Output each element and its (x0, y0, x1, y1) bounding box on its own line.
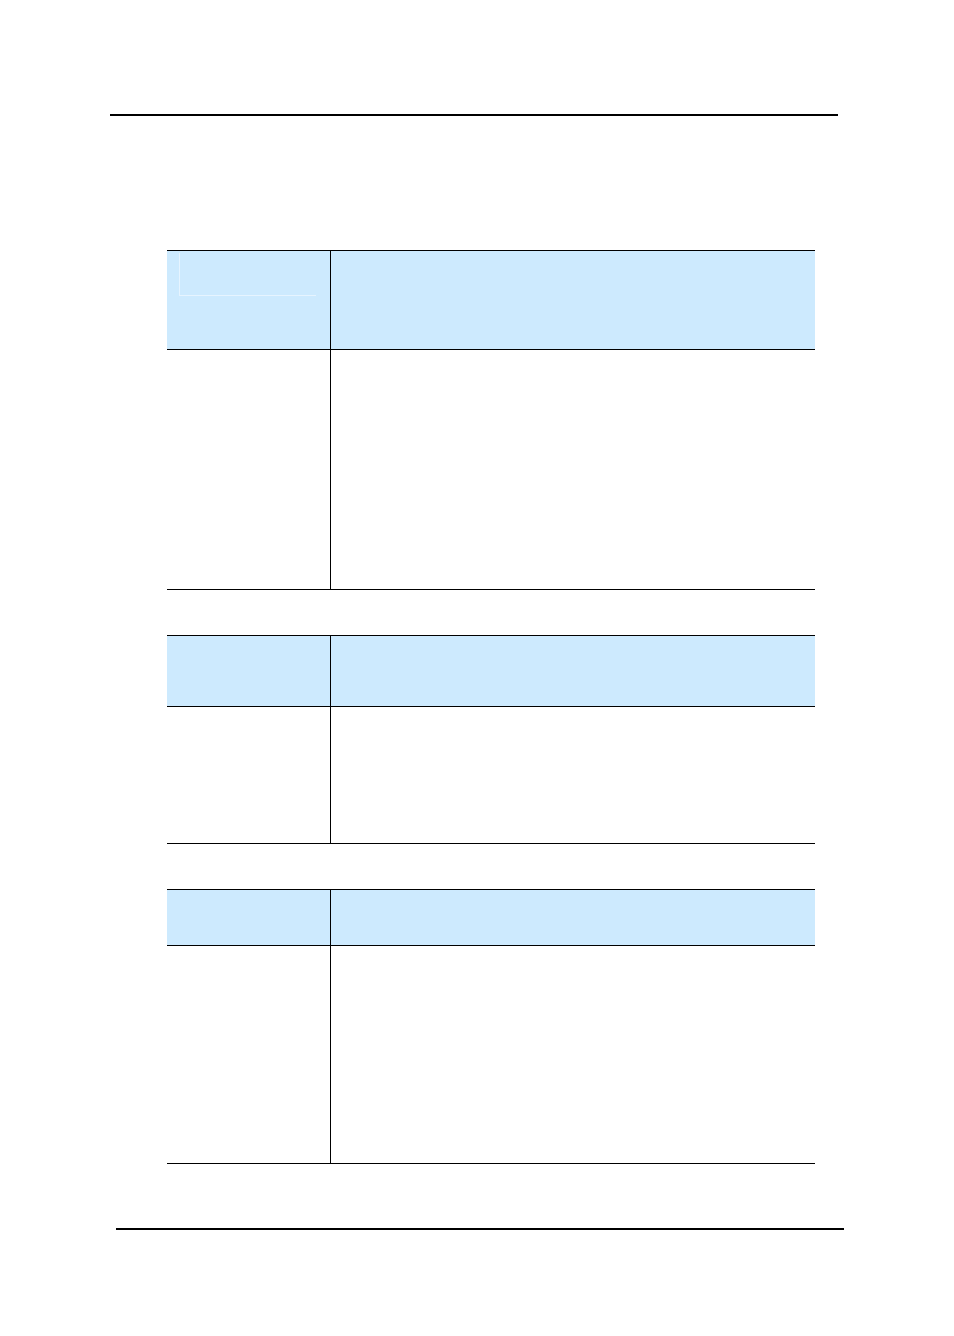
header-cell-1 (167, 251, 331, 349)
body-cell-1 (167, 350, 331, 589)
header-cell-2 (331, 636, 815, 706)
body-cell-1 (167, 946, 331, 1163)
body-cell-2 (331, 946, 815, 1163)
body-cell-2 (331, 707, 815, 843)
table-row (167, 349, 815, 590)
footer-rule (116, 1228, 844, 1230)
header-cell-1 (167, 890, 331, 945)
body-cell-1 (167, 707, 331, 843)
table-row (167, 706, 815, 844)
table-1 (167, 250, 815, 590)
header-cell-2 (331, 890, 815, 945)
table-row (167, 945, 815, 1164)
table-3 (167, 889, 815, 1164)
table-header-row (167, 250, 815, 349)
table-header-row (167, 889, 815, 945)
table-header-row (167, 635, 815, 706)
body-cell-2 (331, 350, 815, 589)
header-rule (110, 114, 838, 116)
header-cell-1 (167, 636, 331, 706)
table-2 (167, 635, 815, 844)
header-cell-2 (331, 251, 815, 349)
cell-frame-decoration (179, 253, 316, 296)
